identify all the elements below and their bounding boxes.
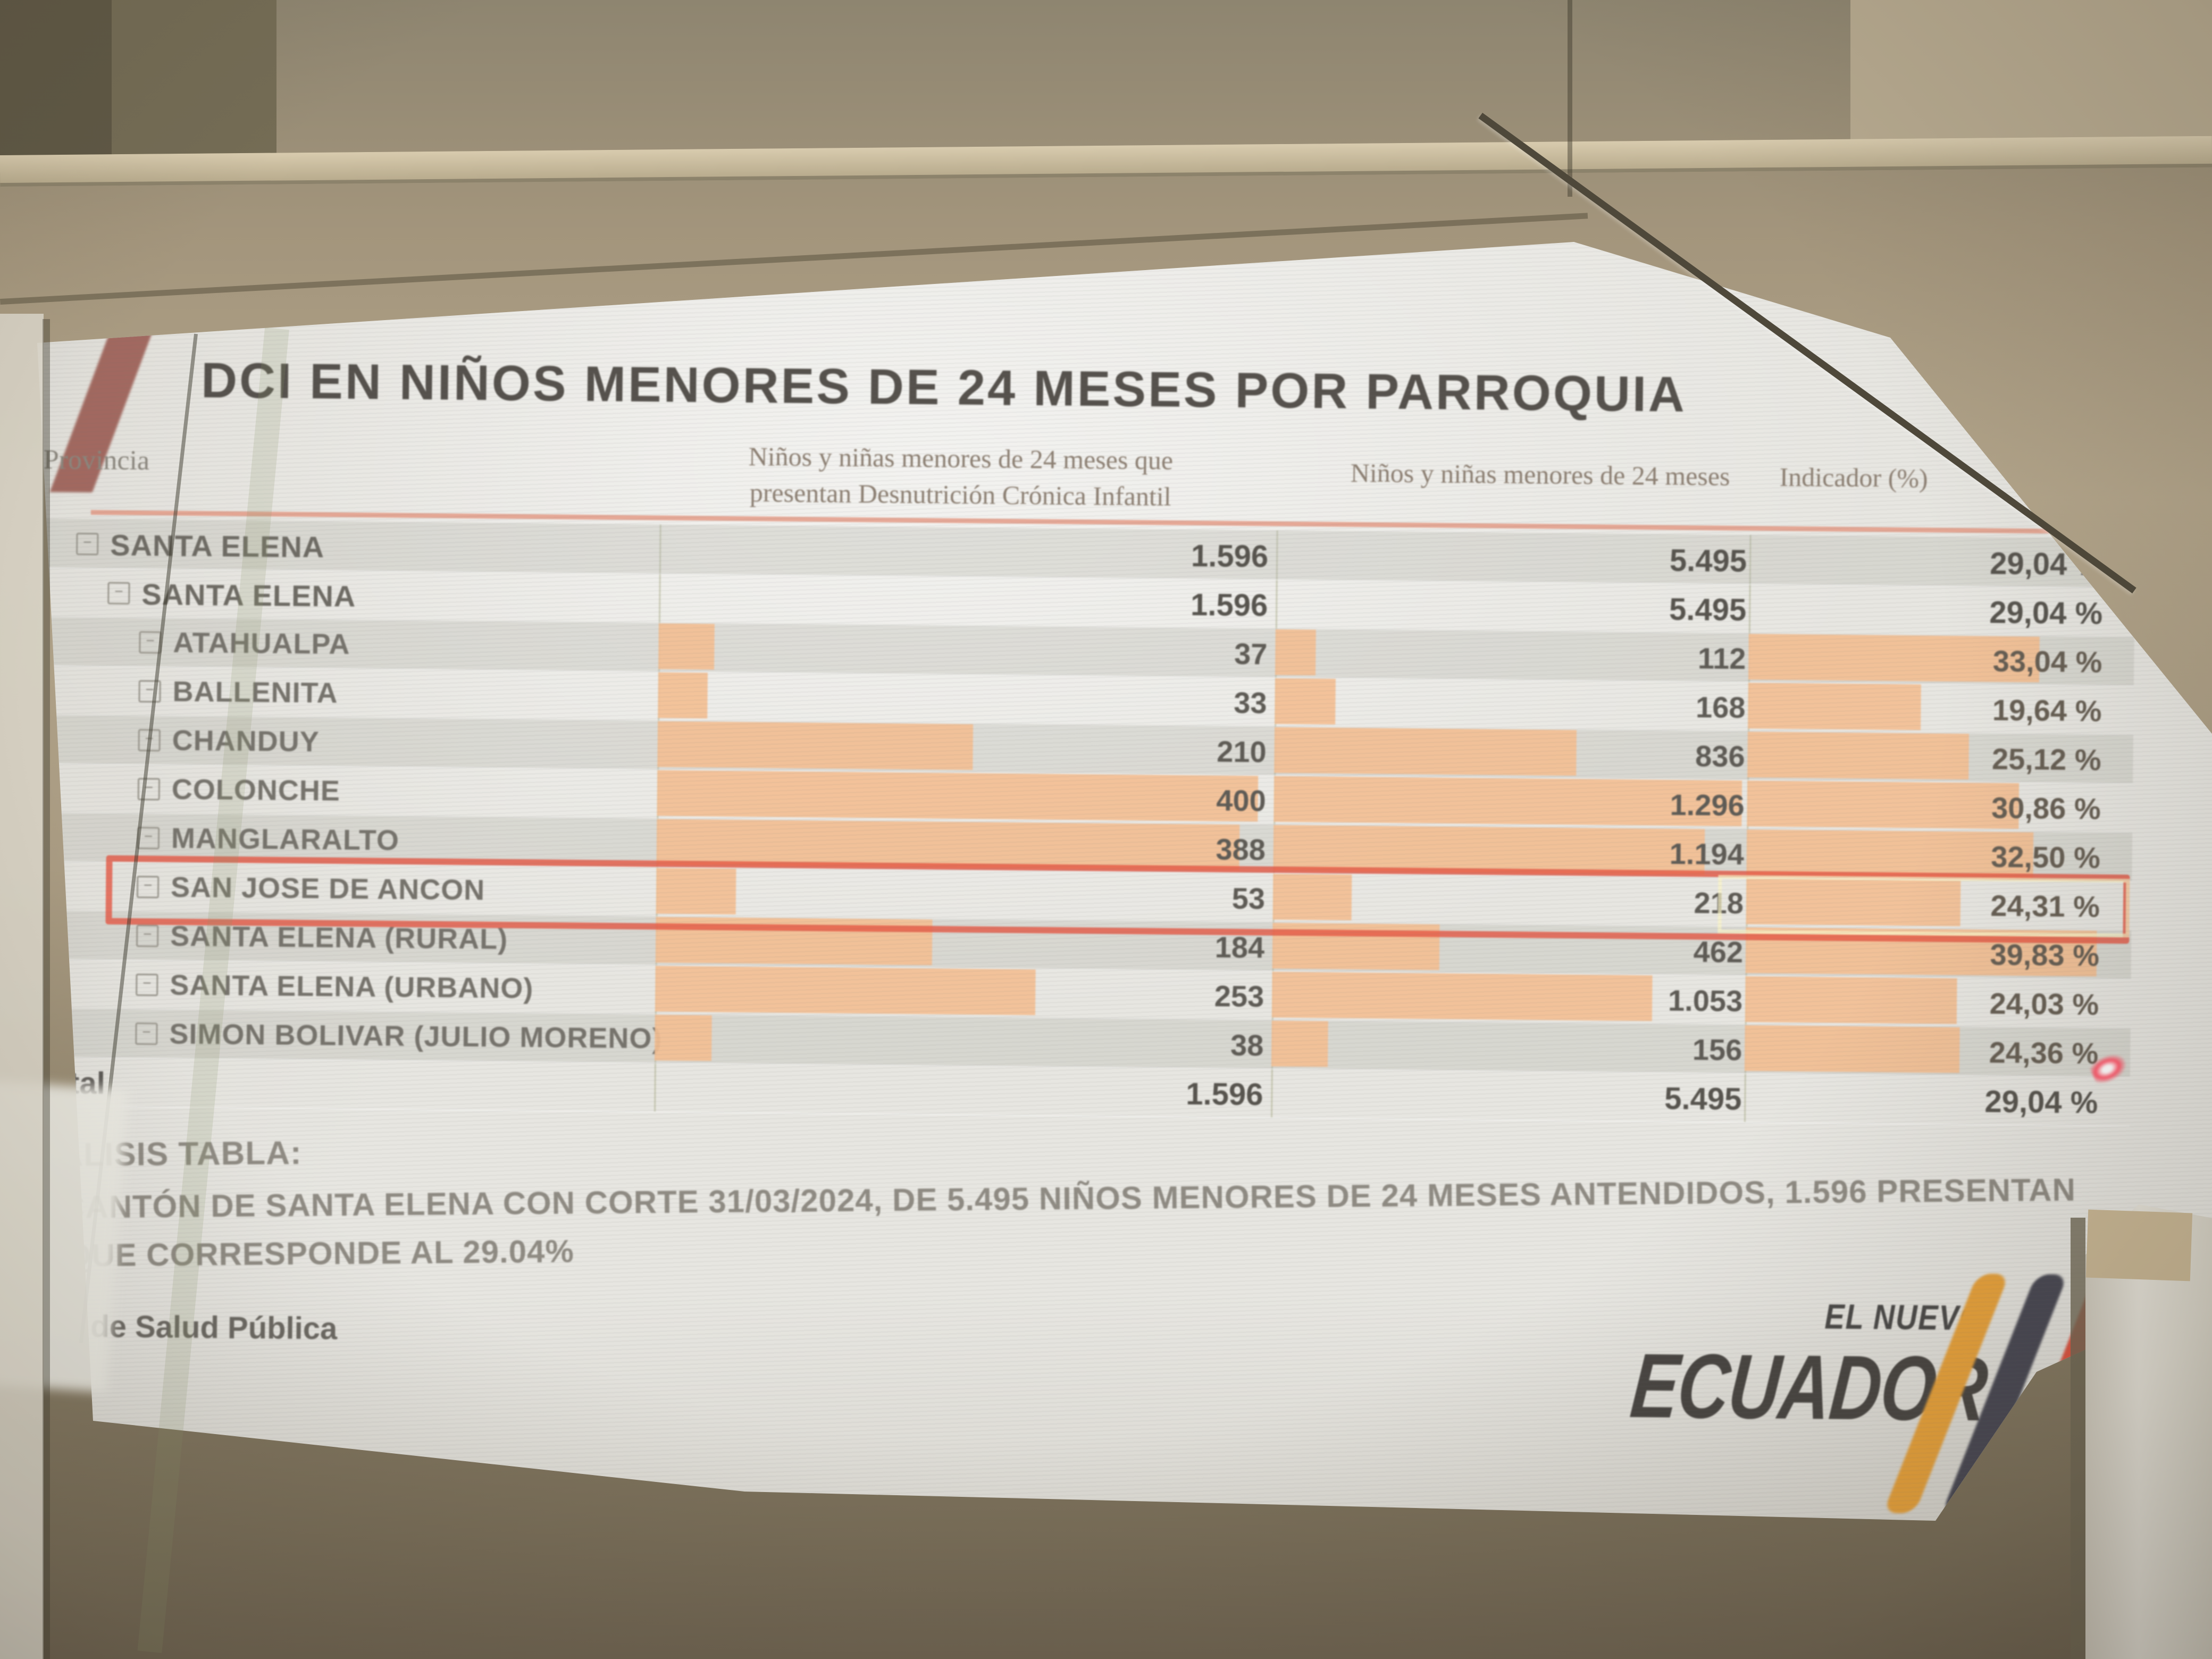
wall-upper-right — [1850, 0, 2212, 154]
wall-corner-edge — [1568, 0, 1572, 197]
pillar-gap-shadow — [2071, 1218, 2085, 1659]
white-pillar — [2085, 1204, 2212, 1659]
left-panel-edge — [43, 319, 50, 1659]
tape-on-pillar — [2085, 1209, 2193, 1281]
wall-dark-corner — [0, 0, 112, 160]
left-panel-strip — [0, 314, 44, 1659]
wall-molding — [0, 136, 2212, 187]
